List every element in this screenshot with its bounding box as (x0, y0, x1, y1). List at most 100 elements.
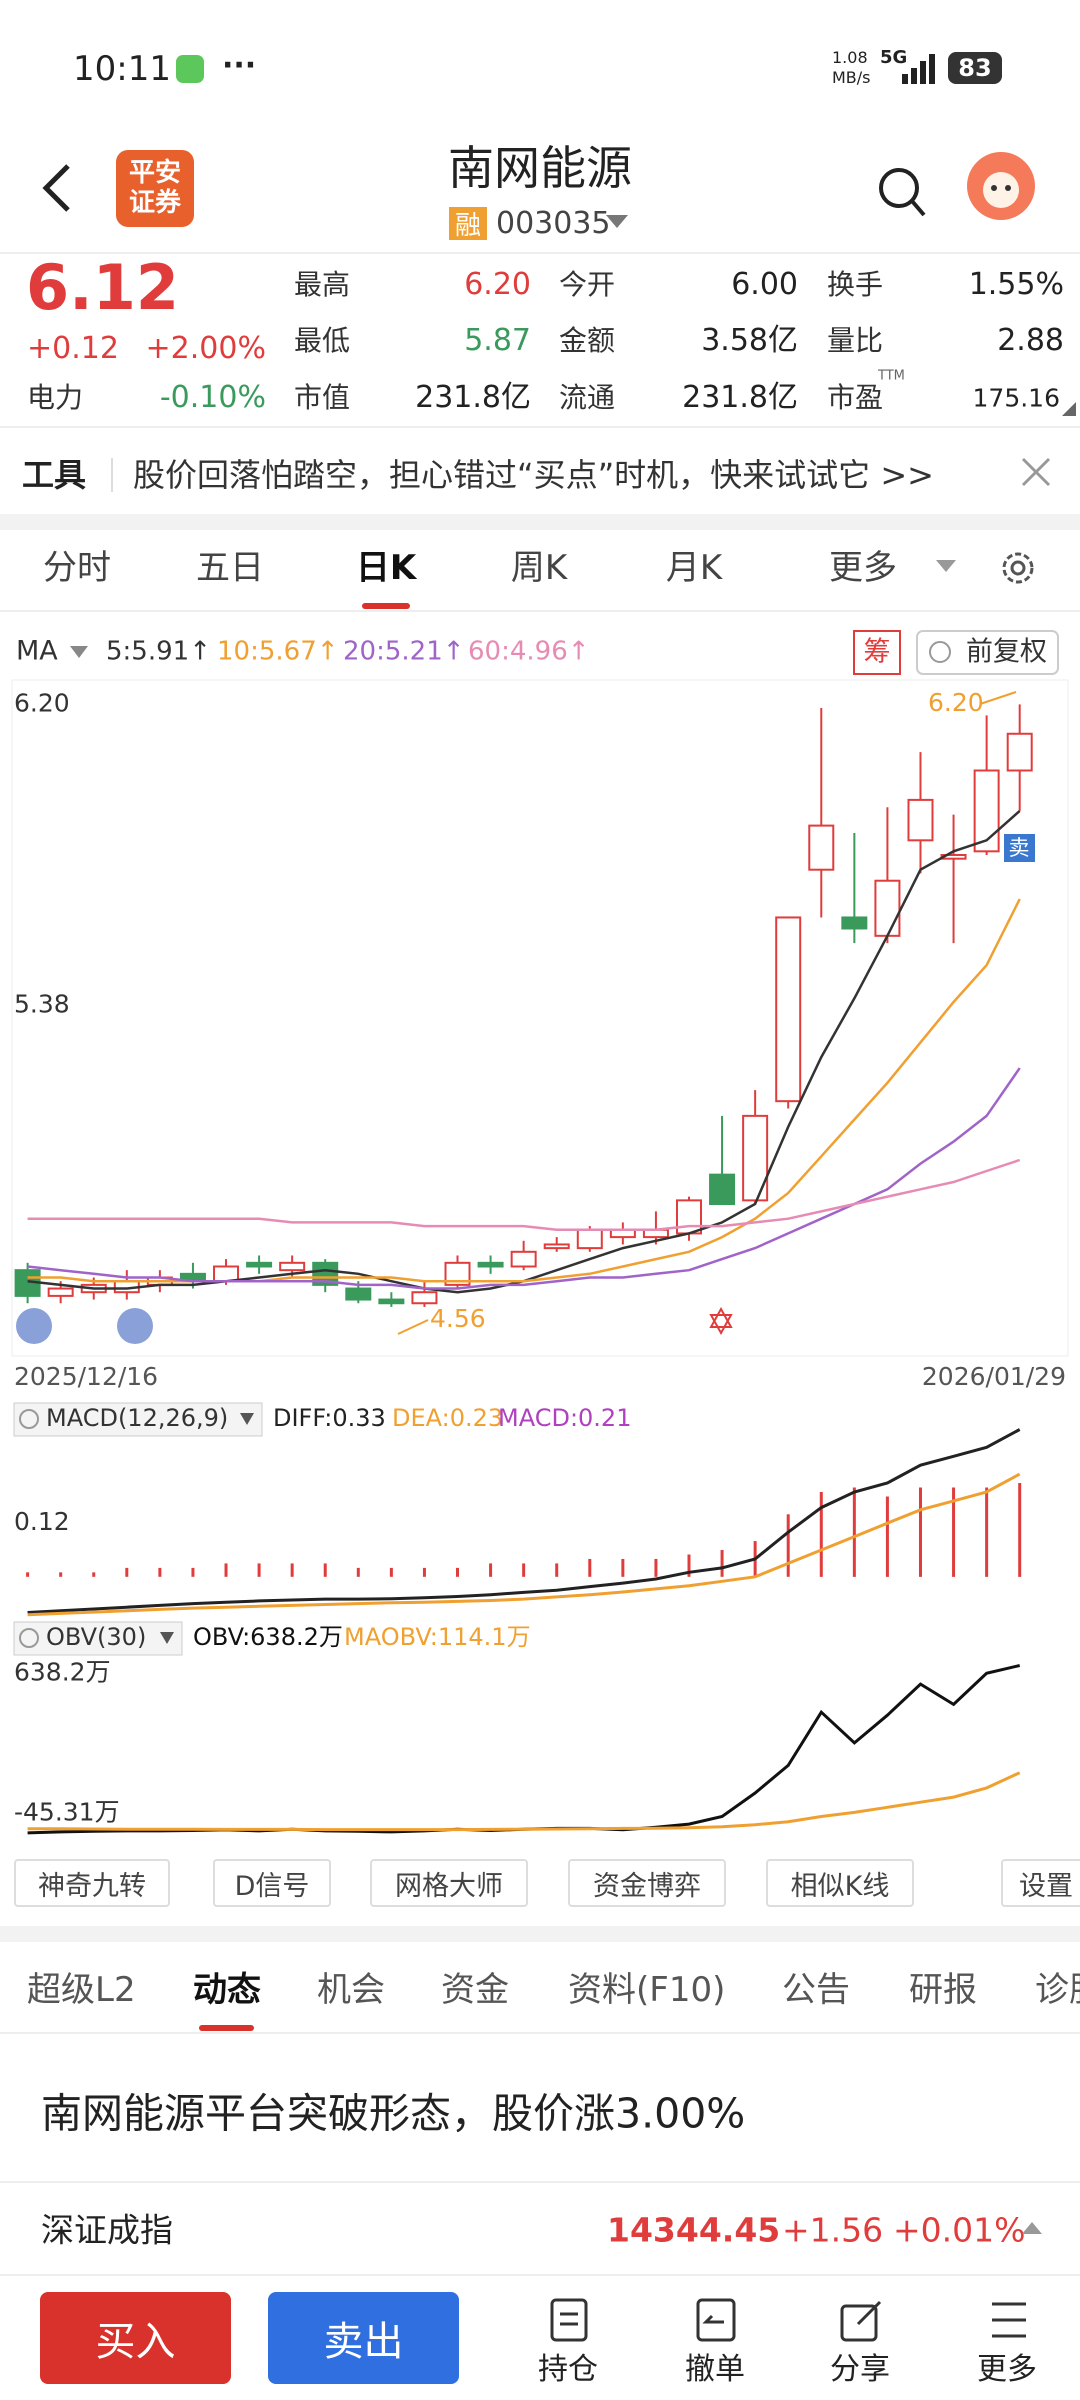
tool-button[interactable]: 网格大师 (370, 1859, 528, 1907)
legend-entry: MAOBV:114.1万 (344, 1623, 531, 1651)
tool-button[interactable]: 相似K线 (766, 1859, 914, 1907)
y-tick-label: 5.38 (14, 990, 70, 1019)
chip-label: 筹 (864, 637, 891, 668)
field-value: 175.16 (972, 383, 1060, 413)
series-line (27, 898, 1021, 1283)
info-tab[interactable]: 资金 (441, 1970, 509, 2010)
section-gap (0, 1926, 1080, 1942)
candle-body (279, 1261, 306, 1272)
index-change: +1.56 (782, 2210, 884, 2250)
candle-body (543, 1243, 570, 1250)
legend-entry: 5:5.91↑ (106, 637, 211, 667)
field-label: 最低 (294, 324, 351, 357)
sell-marker (1004, 834, 1035, 862)
adjust-button[interactable] (916, 630, 1059, 675)
expand-button[interactable] (117, 1308, 153, 1344)
speed-unit: MB/s (832, 68, 871, 87)
index-change-pct: +0.01% (893, 2210, 1026, 2250)
time: 10:11 (73, 49, 171, 89)
tool-button[interactable]: 设置 (1001, 1859, 1080, 1907)
candle-body (246, 1261, 273, 1268)
info-tab[interactable]: 公告 (782, 1970, 850, 2010)
info-tab[interactable]: 动态 (193, 1970, 261, 2010)
candle-body (213, 1265, 240, 1283)
info-tab[interactable]: 机会 (317, 1970, 385, 2010)
divider (0, 426, 1080, 428)
nav-label[interactable]: 持仓 (538, 2352, 598, 2387)
candle-body (742, 1114, 769, 1202)
separator (111, 458, 113, 492)
field-value: 6.00 (731, 267, 798, 302)
legend-entry: DEA:0.23 (392, 1404, 503, 1432)
back-button[interactable] (38, 160, 78, 216)
x-tick-label: 2026/01/29 (922, 1362, 1066, 1391)
period-tab[interactable]: 分时 (43, 548, 111, 588)
expand-button[interactable] (16, 1308, 52, 1344)
candle-body (477, 1261, 504, 1268)
avatar[interactable] (965, 150, 1037, 222)
nav-label[interactable]: 更多 (977, 2352, 1037, 2387)
divider (0, 252, 1080, 254)
indicator-box[interactable] (13, 1402, 263, 1437)
field-value: 1.55% (968, 267, 1064, 302)
candle-body (676, 1199, 702, 1235)
indicator-dropdown (240, 1413, 254, 1425)
tool-button[interactable]: 资金博弈 (568, 1859, 726, 1907)
search-button[interactable] (876, 165, 928, 221)
period-tab[interactable]: 日K (355, 548, 417, 588)
low-pointer (397, 1319, 429, 1335)
candle-body (444, 1261, 471, 1286)
index-name: 深证成指 (41, 2210, 173, 2250)
speed: 1.08 (832, 48, 868, 67)
period-tab[interactable]: 周K (510, 548, 568, 588)
index-toggle[interactable] (1022, 2222, 1042, 2236)
info-icon (19, 1628, 39, 1648)
divider (0, 2181, 1080, 2183)
nav-label[interactable]: 分享 (830, 2352, 890, 2387)
stock-code: 003035 (496, 206, 611, 241)
more-dropdown[interactable] (936, 560, 956, 574)
settings-button[interactable] (998, 548, 1038, 588)
info-tab[interactable]: 超级L2 (27, 1970, 136, 2010)
divider (0, 2032, 1080, 2034)
field-label: 金额 (559, 324, 616, 357)
change: +0.12 (27, 331, 119, 366)
low-annotation: 4.56 (430, 1304, 486, 1333)
period-tab[interactable]: 五日 (196, 548, 264, 588)
change-pct: +2.00% (145, 331, 266, 366)
tool-text[interactable]: 股价回落怕踏空，担心错过“买点”时机，快来试试它 >> (133, 456, 934, 494)
chip-button[interactable] (853, 630, 901, 675)
k-chart: MA 5:5.91↑ 10:5.67↑ 20:5.21↑ 60:4.96↑ 筹 前复权 5.3… (11, 630, 1069, 1835)
info-tab[interactable]: 诊股 (1035, 1970, 1080, 2010)
nav-icons (550, 2298, 1026, 2342)
field-label: 流通 (559, 381, 616, 414)
info-tab[interactable]: 研报 (909, 1970, 977, 2010)
ma-dropdown[interactable] (70, 646, 88, 658)
candle-body (808, 824, 835, 871)
close-button[interactable] (1020, 456, 1052, 488)
divider (0, 2274, 1080, 2276)
margin-badge: 融 (449, 207, 487, 241)
battery: 83 (948, 52, 1002, 84)
sell-button[interactable]: 卖出 (268, 2292, 459, 2384)
buy-button[interactable]: 买入 (40, 2292, 231, 2384)
x-tick-label: 2025/12/16 (14, 1362, 158, 1391)
indicator-box[interactable] (13, 1621, 183, 1656)
field-label: 今开 (559, 268, 616, 301)
news-headline[interactable]: 南网能源平台突破形态，股价涨3.00% (41, 2089, 746, 2138)
nav-label[interactable]: 撤单 (685, 2352, 745, 2387)
tool-button[interactable]: D信号 (213, 1859, 331, 1907)
period-tab[interactable]: 更多 (829, 548, 897, 588)
y-tick-label: -45.31万 (14, 1797, 120, 1826)
info-tab[interactable]: 资料(F10) (568, 1970, 726, 2010)
ttm-label: TTM (878, 368, 905, 384)
code-dropdown[interactable] (606, 215, 628, 231)
candle-body (1006, 732, 1033, 772)
legend-entry: DIFF:0.33 (273, 1404, 386, 1432)
tool-button[interactable]: 神奇九转 (14, 1859, 170, 1907)
event-star (709, 1314, 733, 1336)
corner (1062, 402, 1076, 416)
price-panel-frame (11, 679, 1069, 1357)
period-tab[interactable]: 月K (665, 548, 723, 588)
